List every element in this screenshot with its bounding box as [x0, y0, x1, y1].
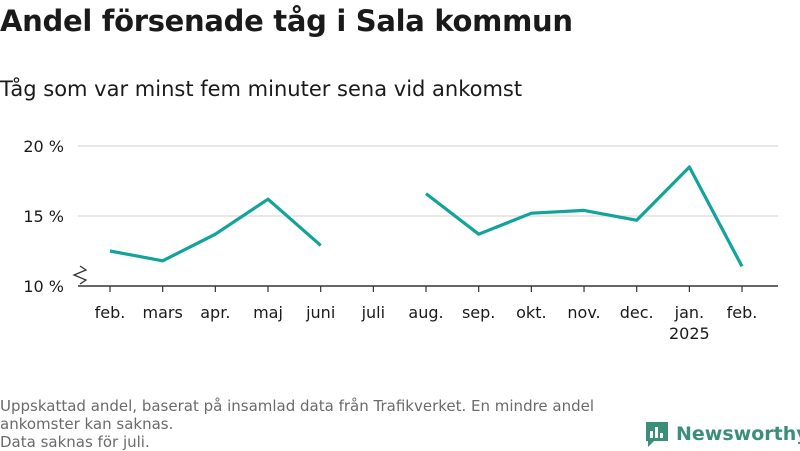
footer-note: Uppskattad andel, baserat på insamlad da…: [0, 397, 630, 451]
x-tick-label: dec.: [620, 303, 654, 322]
y-tick-label: 10 %: [23, 277, 64, 296]
bar-chart-logo-icon: [644, 420, 670, 448]
x-tick-label: nov.: [567, 303, 600, 322]
newsworthy-logo: Newsworthy: [644, 420, 800, 448]
x-tick-sublabel: 2025: [669, 324, 710, 343]
x-tick-label: mars: [143, 303, 183, 322]
x-tick-label: okt.: [516, 303, 546, 322]
x-tick-label: feb.: [95, 303, 126, 322]
x-tick-label: aug.: [408, 303, 443, 322]
x-tick-label: feb.: [727, 303, 758, 322]
line-chart: 10 % 15 % 20 % feb. mars apr. maj juni juli aug. s…: [0, 0, 800, 390]
x-tick-label: apr.: [200, 303, 230, 322]
axis-break-icon: [74, 266, 86, 284]
brand-name: Newsworthy: [676, 423, 800, 445]
x-tick-label: juni: [305, 303, 335, 322]
x-tick-label: sep.: [462, 303, 495, 322]
x-tick-label: maj: [253, 303, 283, 322]
series-line: [110, 199, 321, 261]
y-tick-label: 20 %: [23, 137, 64, 156]
y-tick-label: 15 %: [23, 207, 64, 226]
x-tick-label: juli: [361, 303, 385, 322]
footer-line-1: Uppskattad andel, baserat på insamlad da…: [0, 397, 630, 415]
footer-line-3: Data saknas för juli.: [0, 433, 630, 451]
x-tick-label: jan.: [674, 303, 704, 322]
series-line: [426, 167, 742, 266]
footer-line-2: ankomster kan saknas.: [0, 415, 630, 433]
